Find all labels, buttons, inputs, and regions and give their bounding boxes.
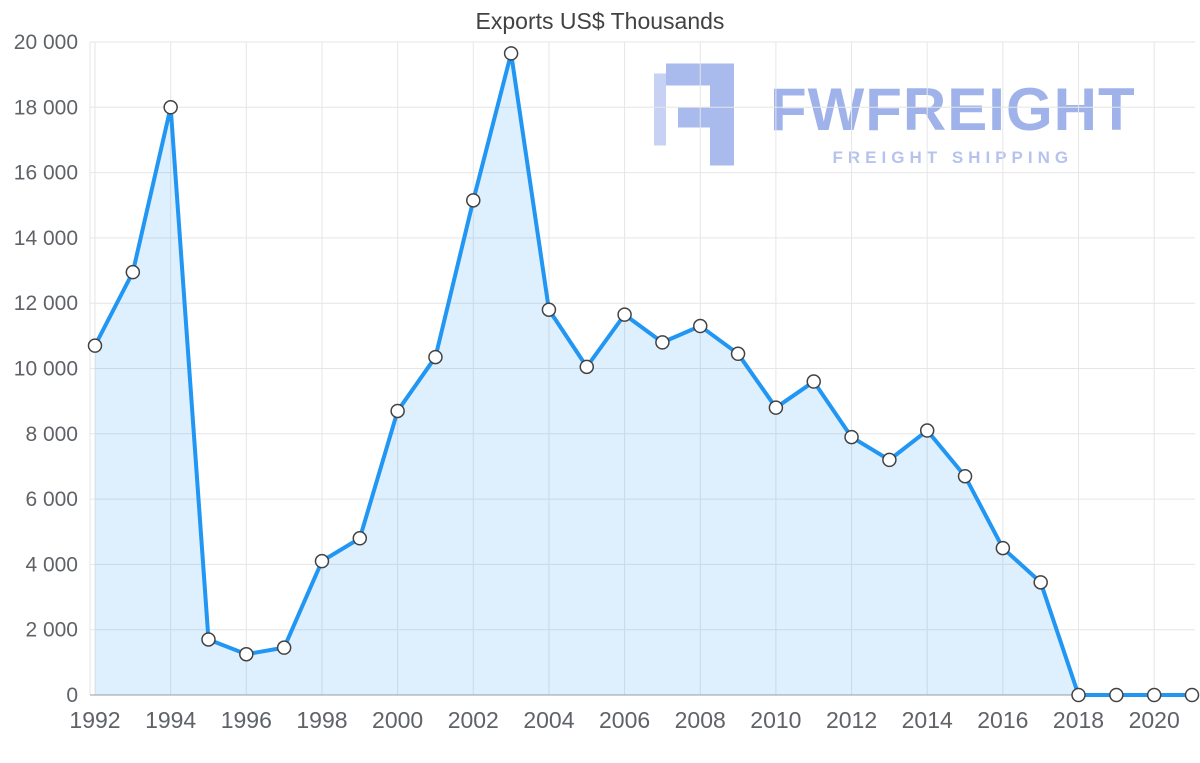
data-point[interactable]: [352, 531, 368, 546]
data-point[interactable]: [995, 540, 1011, 556]
y-axis-tick-label: 4 000: [25, 553, 78, 576]
brand-tagline: FREIGHT SHIPPING: [832, 148, 1074, 167]
data-point[interactable]: [844, 429, 859, 445]
data-point[interactable]: [201, 632, 216, 647]
y-axis-tick-label: 2 000: [25, 619, 78, 642]
y-axis-tick-label: 0: [66, 684, 78, 707]
data-point[interactable]: [163, 100, 178, 115]
data-point[interactable]: [579, 359, 595, 375]
data-point[interactable]: [957, 468, 973, 484]
data-point[interactable]: [239, 646, 254, 662]
y-axis-tick-label: 16 000: [14, 162, 78, 185]
data-point[interactable]: [1109, 687, 1124, 703]
y-axis-tick-label: 6 000: [25, 488, 78, 511]
x-axis-tick-label: 2012: [826, 707, 877, 733]
data-point[interactable]: [1146, 687, 1162, 703]
y-axis-tick-label: 8 000: [25, 423, 78, 446]
x-axis-tick-label: 2008: [675, 707, 726, 733]
x-axis-tick-label: 2016: [977, 707, 1028, 733]
data-point[interactable]: [428, 349, 443, 365]
brand-watermark: FWFREIGHT FREIGHT SHIPPING: [648, 62, 1136, 180]
data-point[interactable]: [503, 46, 519, 61]
x-axis-tick-label: 1992: [69, 707, 120, 733]
brand-text-block: FWFREIGHT FREIGHT SHIPPING: [770, 62, 1136, 168]
data-point[interactable]: [1071, 687, 1086, 703]
data-point[interactable]: [87, 338, 103, 353]
fwfreight-logo-icon: [654, 63, 734, 166]
x-axis-tick-label: 2010: [750, 707, 801, 733]
x-axis-tick-label: 1996: [221, 707, 272, 733]
brand-name: FWFREIGHT: [770, 76, 1136, 143]
x-axis-tick-label: 2020: [1129, 707, 1180, 733]
x-axis-tick-label: 2002: [448, 707, 499, 733]
y-axis-tick-label: 12 000: [14, 292, 78, 315]
data-point[interactable]: [276, 640, 292, 655]
data-point[interactable]: [768, 400, 784, 415]
data-point[interactable]: [692, 318, 708, 334]
data-point[interactable]: [730, 346, 746, 362]
data-point[interactable]: [617, 307, 632, 322]
y-axis-tick-label: 14 000: [14, 227, 78, 250]
x-axis-tick-label: 2014: [902, 707, 953, 733]
data-point[interactable]: [466, 193, 481, 208]
data-point[interactable]: [1033, 575, 1048, 590]
x-axis-tick-label: 1994: [145, 707, 196, 733]
grid-lines: [89, 41, 1195, 696]
y-axis-tick-label: 20 000: [14, 31, 78, 54]
x-axis-tick-label: 2000: [372, 707, 423, 733]
data-point[interactable]: [390, 403, 405, 419]
x-axis-tick-label: 2018: [1053, 707, 1104, 733]
x-axis-tick-label: 1998: [296, 707, 347, 733]
data-point[interactable]: [882, 452, 897, 468]
data-point[interactable]: [1184, 687, 1200, 703]
data-point[interactable]: [806, 374, 821, 389]
data-point[interactable]: [919, 423, 935, 438]
data-point[interactable]: [655, 335, 670, 350]
x-axis-tick-label: 2004: [523, 707, 574, 733]
y-axis-tick-label: 18 000: [14, 96, 78, 119]
data-point[interactable]: [125, 264, 141, 280]
data-point[interactable]: [541, 302, 557, 317]
data-point[interactable]: [314, 553, 330, 569]
area-fill: [95, 53, 1192, 696]
x-axis-tick-label: 2006: [599, 707, 650, 733]
chart-title: Exports US$ Thousands: [475, 8, 725, 34]
y-axis-tick-label: 10 000: [14, 358, 78, 381]
